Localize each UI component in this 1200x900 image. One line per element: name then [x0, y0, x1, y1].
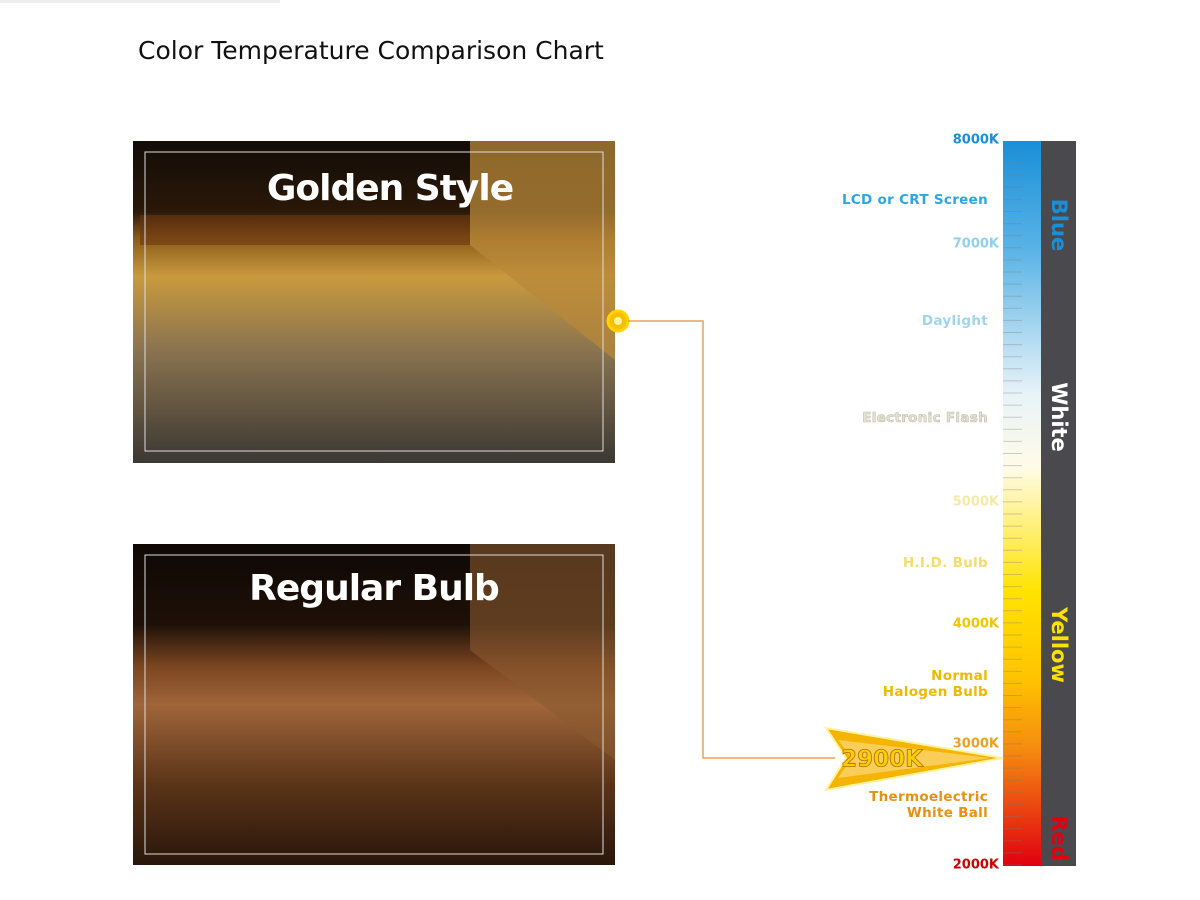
annotation: Electronic Flash	[862, 410, 988, 426]
panel-label: Regular Bulb	[249, 568, 499, 609]
panel-label: Golden Style	[267, 168, 513, 209]
annotation: Halogen Bulb	[883, 684, 988, 700]
band-label: White	[1047, 382, 1071, 452]
annotation: LCD or CRT Screen	[842, 192, 988, 208]
tick-label: 2000K	[953, 858, 1000, 873]
annotation: White Ball	[907, 805, 988, 821]
tick-label: 3000K	[953, 737, 1000, 752]
tick-labels: 8000K 7000K 5000K 4000K 3000K 2000K	[953, 133, 1000, 873]
band-label: Red	[1047, 815, 1071, 860]
band-label: Yellow	[1047, 606, 1071, 683]
tick-label: 4000K	[953, 617, 1000, 632]
marker-arrow: 2900K	[823, 726, 1004, 792]
tick-label: 5000K	[953, 495, 1000, 510]
band-label: Blue	[1047, 199, 1071, 251]
connector	[606, 309, 835, 759]
annotation: Thermoelectric	[869, 789, 988, 805]
scale-bar	[1003, 141, 1076, 866]
tick-label: 8000K	[953, 133, 1000, 148]
top-strip	[0, 0, 280, 3]
band-labels: Blue White Yellow Red	[1047, 199, 1071, 861]
title: Color Temperature Comparison Chart	[138, 36, 604, 65]
photo-regular: Regular Bulb	[133, 544, 615, 865]
annotation: H.I.D. Bulb	[903, 555, 988, 571]
annotation: Normal	[931, 668, 988, 684]
annotations: LCD or CRT Screen Daylight Electronic Fl…	[842, 192, 988, 821]
annotation: Daylight	[922, 313, 988, 329]
photo-golden: Golden Style	[133, 141, 615, 463]
tick-label: 7000K	[953, 237, 1000, 252]
marker-label: 2900K	[841, 747, 924, 773]
